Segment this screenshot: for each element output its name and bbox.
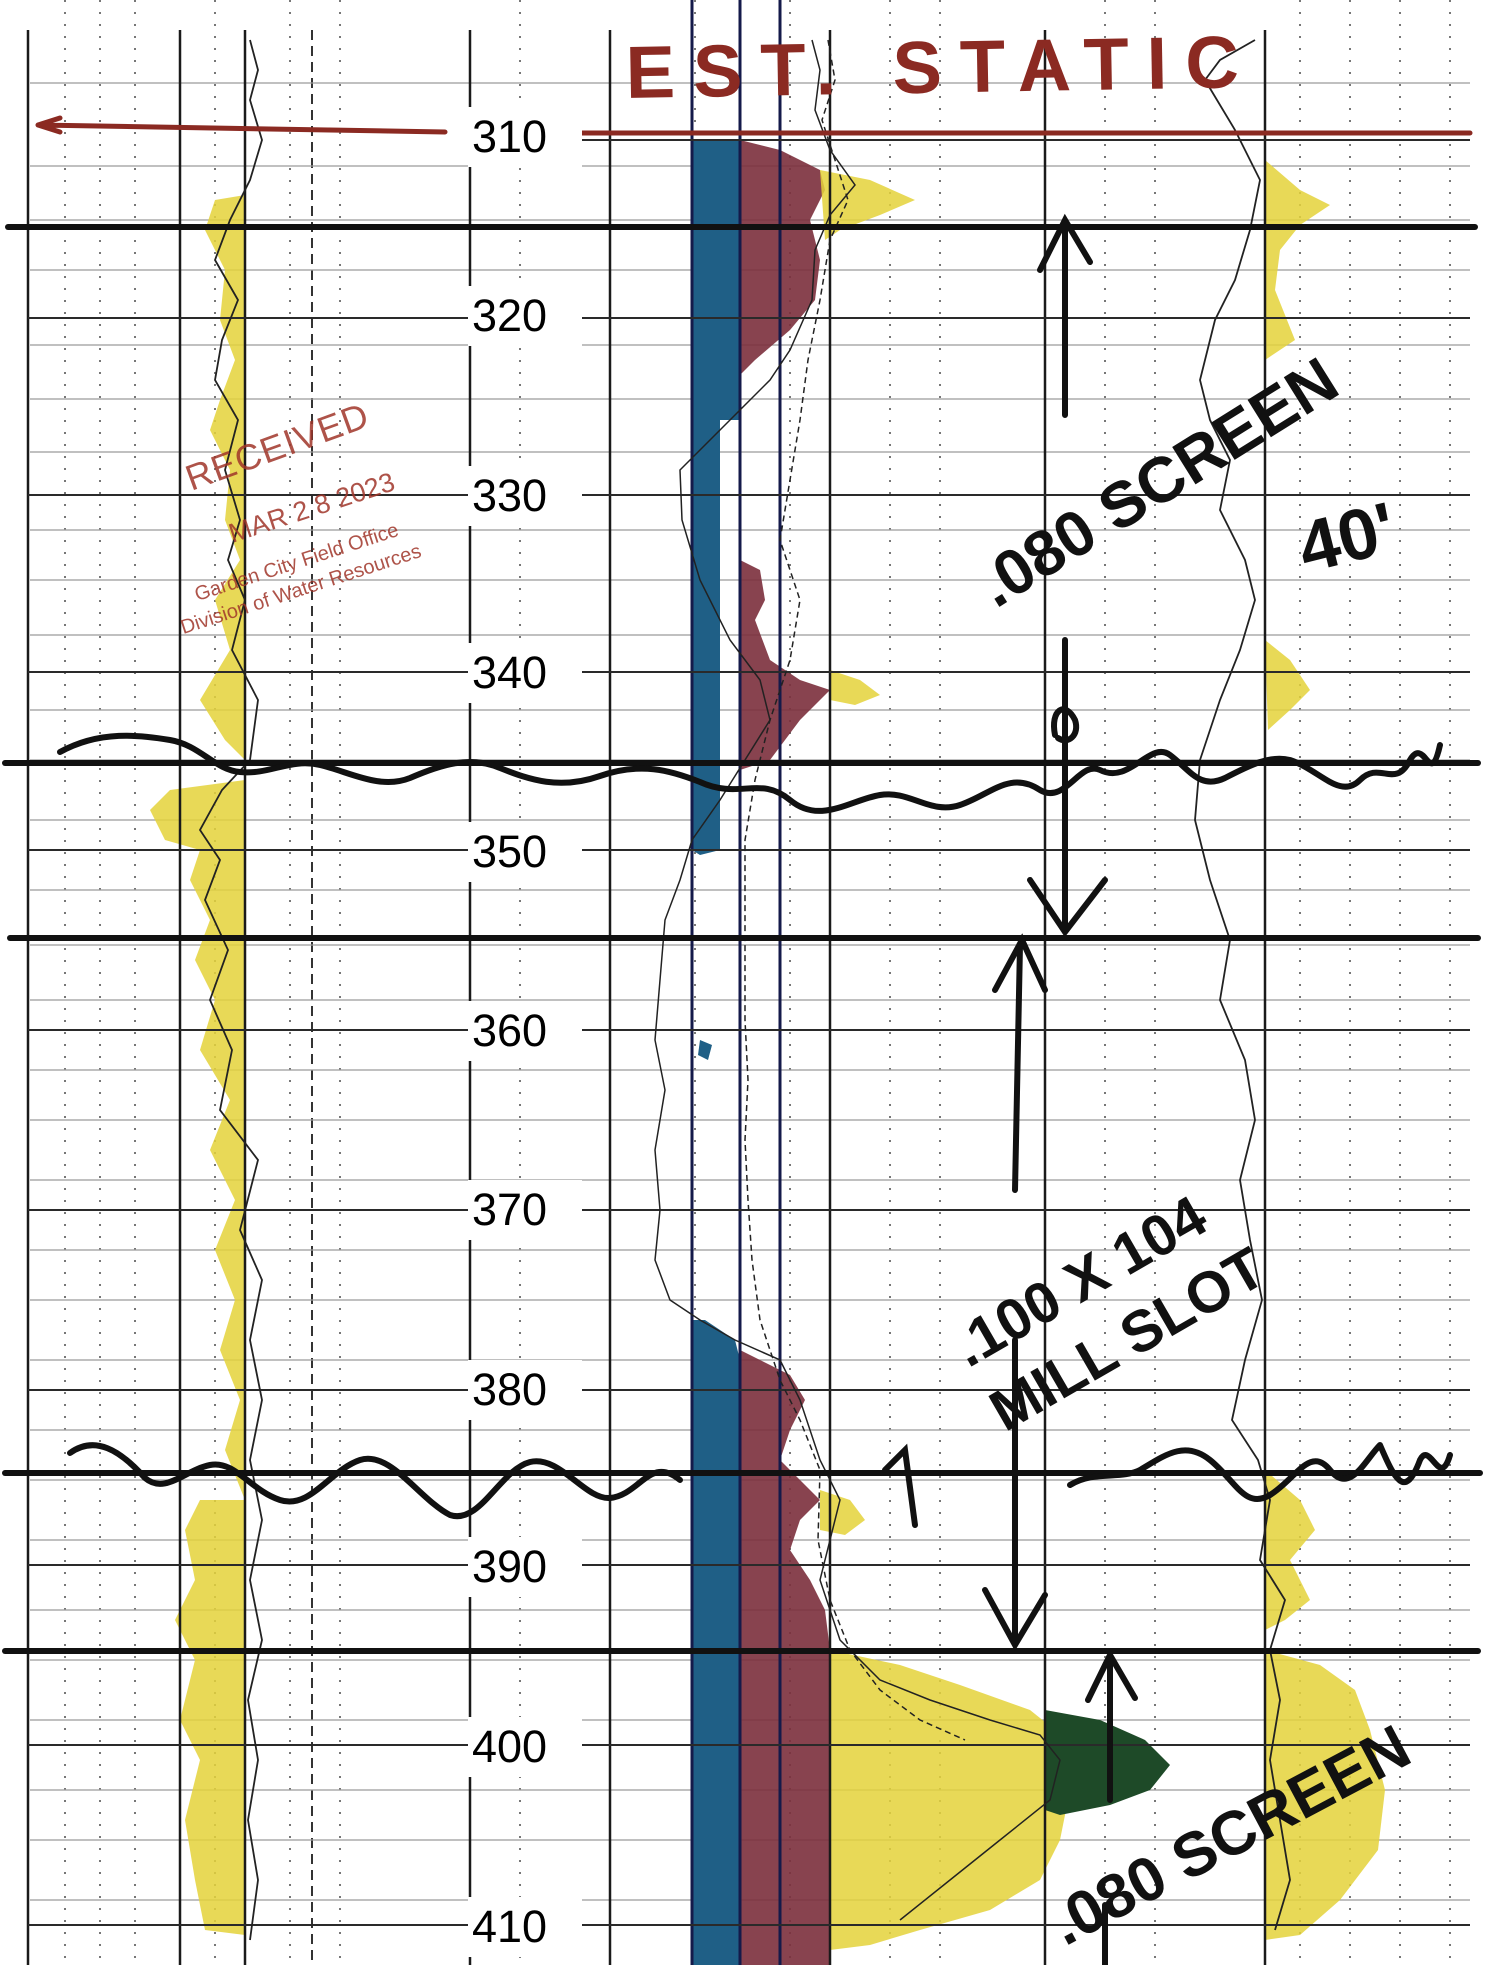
wavy-joint-lower [67,1442,1453,1520]
small-arrow-mark-lower [882,1443,918,1528]
major-grid-vertical [26,30,1267,1965]
screen-top-arrows [1027,213,1108,938]
mill-slot-arrows [982,933,1048,1652]
depth-label-410: 410 [468,1897,582,1957]
right-yellow-fill-390 [1265,1470,1315,1630]
major-grid-horizontal [28,139,1470,1926]
blue-blip [698,1040,712,1060]
depth-label-400: 400 [468,1717,582,1777]
est-static-line [35,115,1473,136]
screen-bottom-arrows [1085,1648,1138,1965]
depth-label-330: 330 [468,466,582,526]
blue-gamma-fill [692,140,740,855]
depth-label-380: 380 [468,1360,582,1420]
yellow-fill-bottom [830,1650,1070,1950]
yellow-fill-387 [820,1490,865,1535]
yellow-fill-340 [830,670,880,705]
sp-curve-left [198,39,263,1941]
depth-label-320: 320 [468,286,582,346]
right-yellow-fill-bottom [1265,1650,1385,1940]
maroon-fill-lower [740,1350,830,1965]
depth-label-370: 370 [468,1180,582,1240]
right-yellow-fill-mid [1265,640,1310,730]
est-static-title: EST. STATIC [625,19,1258,114]
right-yellow-fill-top [1265,160,1330,360]
depth-label-360: 360 [468,1001,582,1061]
resistivity-curve-2 [744,39,966,1741]
sp-yellow-fill [150,195,245,1935]
maroon-resistivity-fill [740,140,830,770]
resistivity-curve-1 [654,39,1061,1921]
wavy-joint-upper [57,732,1443,814]
deep-curve-right [1194,39,1291,1931]
navy-column-lines [690,0,782,1965]
heavy-marker-lines [2,224,1483,1654]
depth-label-350: 350 [468,822,582,882]
blue-gamma-fill-lower [692,1320,740,1965]
depth-label-310: 310 [468,107,582,167]
depth-label-340: 340 [468,643,582,703]
small-arrow-mark-upper [1051,706,1080,744]
depth-label-390: 390 [468,1537,582,1597]
